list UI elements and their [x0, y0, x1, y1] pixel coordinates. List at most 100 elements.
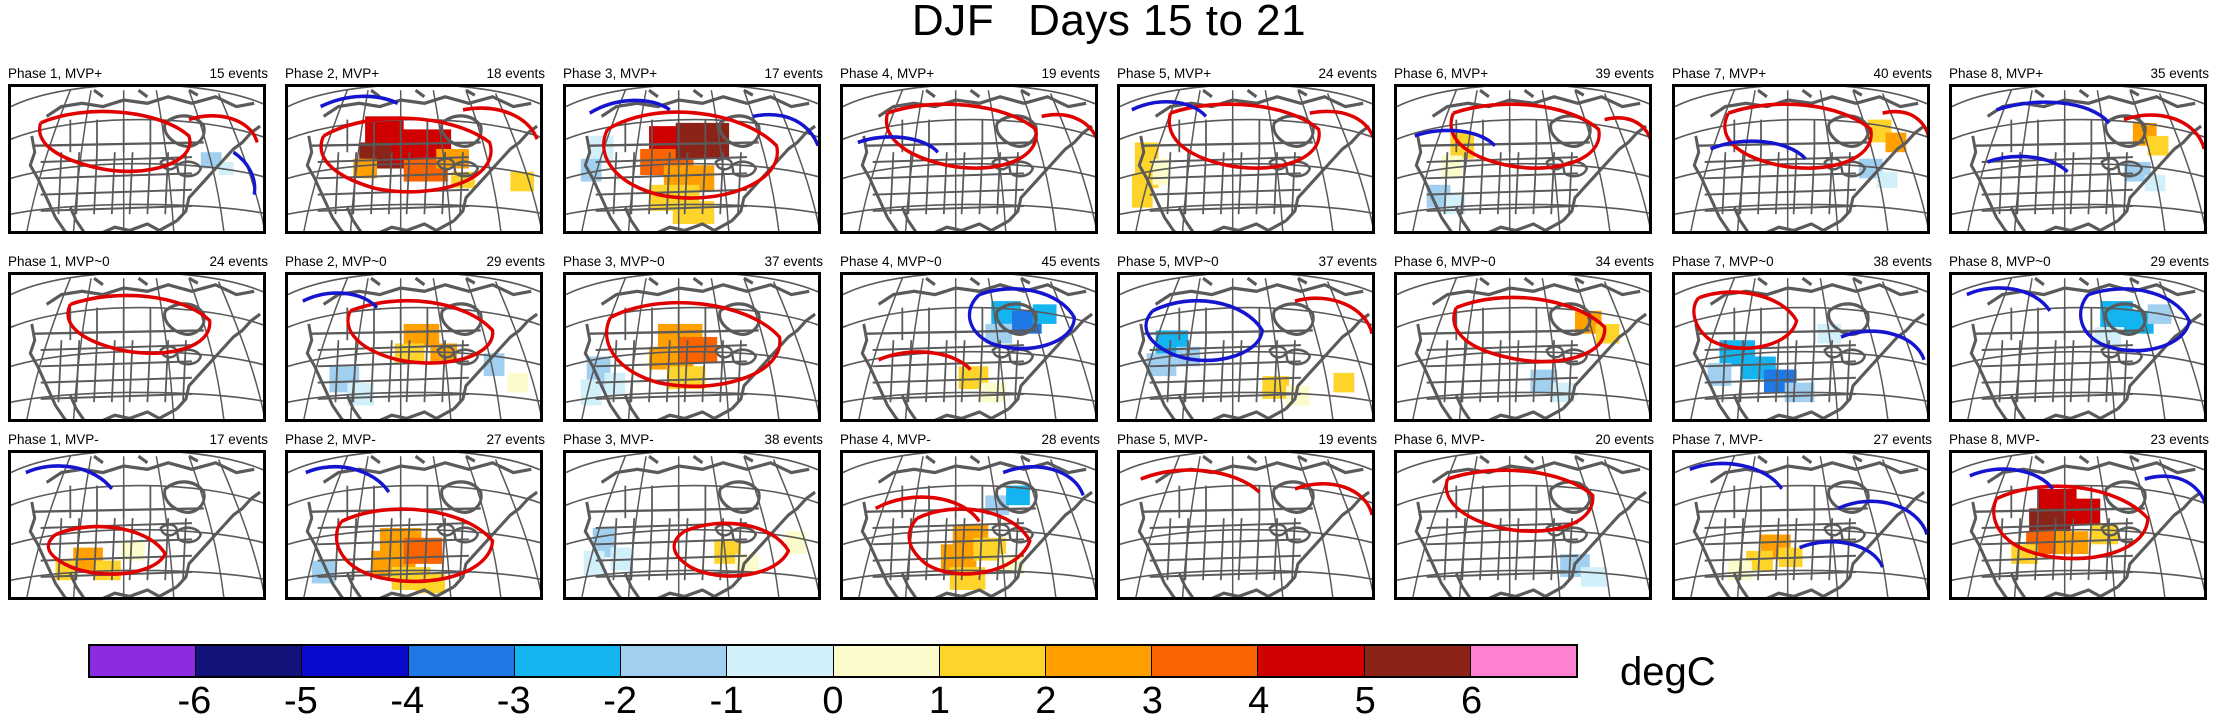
- height-anomaly-contours: [25, 464, 168, 576]
- height-anomaly-contours: [1452, 295, 1607, 364]
- map-panel[interactable]: Phase 4, MVP+ 19 events: [838, 62, 1102, 240]
- map-panel[interactable]: Phase 3, MVP- 38 events: [561, 428, 825, 606]
- map-panel[interactable]: Phase 1, MVP- 17 events: [6, 428, 270, 606]
- colorbar: -6 -5 -4 -3 -2 -1 0 1 2 3 4 5 6: [88, 644, 1578, 722]
- height-anomaly-contours: [1131, 99, 1372, 170]
- map-panel[interactable]: Phase 2, MVP+ 18 events: [283, 62, 547, 240]
- panel-header: Phase 1, MVP+ 15 events: [6, 62, 270, 84]
- map-panel[interactable]: Phase 3, MVP~0 37 events: [561, 250, 825, 428]
- panel-title: Phase 3, MVP~0: [563, 254, 665, 269]
- panel-title: Phase 2, MVP-: [285, 432, 376, 447]
- panel-row: Phase 1, MVP~0 24 events Phase 2, MVP~0 29…: [0, 250, 2218, 422]
- map-canvas[interactable]: [1672, 272, 1930, 422]
- map-canvas[interactable]: [1117, 84, 1375, 234]
- map-canvas[interactable]: [285, 450, 543, 600]
- map-canvas[interactable]: [1949, 84, 2207, 234]
- panel-header: Phase 8, MVP- 23 events: [1947, 428, 2211, 450]
- panel-event-count: 37 events: [1318, 254, 1377, 269]
- map-canvas[interactable]: [285, 84, 543, 234]
- map-panel[interactable]: Phase 8, MVP+ 35 events: [1947, 62, 2211, 240]
- map-canvas[interactable]: [1394, 272, 1652, 422]
- panel-event-count: 23 events: [2150, 432, 2209, 447]
- graticule: [566, 87, 818, 231]
- colorbar-tick: -1: [709, 680, 744, 722]
- panel-header: Phase 8, MVP~0 29 events: [1947, 250, 2211, 272]
- graticule: [1952, 87, 2204, 231]
- colorbar-swatch: [621, 646, 728, 676]
- map-canvas[interactable]: [1672, 84, 1930, 234]
- colorbar-tick: 1: [928, 680, 950, 722]
- colorbar-tick: 2: [1035, 680, 1057, 722]
- map-layers: [843, 453, 1095, 597]
- coastlines-and-borders: [1137, 88, 1370, 231]
- map-panel[interactable]: Phase 6, MVP~0 34 events: [1392, 250, 1656, 428]
- map-layers: [1952, 453, 2204, 597]
- map-panel[interactable]: Phase 2, MVP~0 29 events: [283, 250, 547, 428]
- panel-event-count: 40 events: [1873, 66, 1932, 81]
- panel-header: Phase 2, MVP+ 18 events: [283, 62, 547, 84]
- colorbar-swatch: [302, 646, 409, 676]
- map-canvas[interactable]: [1672, 450, 1930, 600]
- panel-header: Phase 4, MVP~0 45 events: [838, 250, 1102, 272]
- map-panel[interactable]: Phase 1, MVP+ 15 events: [6, 62, 270, 240]
- map-canvas[interactable]: [1949, 450, 2207, 600]
- map-canvas[interactable]: [8, 84, 266, 234]
- panel-header: Phase 7, MVP~0 38 events: [1670, 250, 1934, 272]
- map-canvas[interactable]: [1949, 272, 2207, 422]
- height-anomaly-contours: [1692, 290, 1926, 361]
- height-anomaly-contours: [1689, 461, 1927, 568]
- colorbar-swatch: [1045, 646, 1153, 676]
- map-canvas[interactable]: [840, 84, 1098, 234]
- colorbar-tick: 0: [822, 680, 844, 722]
- map-panel[interactable]: Phase 3, MVP+ 17 events: [561, 62, 825, 240]
- map-canvas[interactable]: [8, 450, 266, 600]
- map-panel[interactable]: Phase 7, MVP- 27 events: [1670, 428, 1934, 606]
- coastlines-and-borders: [1137, 276, 1370, 419]
- panel-title: Phase 6, MVP~0: [1394, 254, 1496, 269]
- colorbar-swatch: [833, 646, 940, 676]
- panel-title: Phase 8, MVP-: [1949, 432, 2040, 447]
- map-canvas[interactable]: [1394, 450, 1652, 600]
- map-panel[interactable]: Phase 8, MVP~0 29 events: [1947, 250, 2211, 428]
- map-layers: [11, 453, 263, 597]
- map-panel[interactable]: Phase 4, MVP~0 45 events: [838, 250, 1102, 428]
- map-canvas[interactable]: [563, 84, 821, 234]
- map-panel[interactable]: Phase 6, MVP+ 39 events: [1392, 62, 1656, 240]
- map-canvas[interactable]: [840, 272, 1098, 422]
- map-panel[interactable]: Phase 7, MVP~0 38 events: [1670, 250, 1934, 428]
- panel-header: Phase 7, MVP+ 40 events: [1670, 62, 1934, 84]
- height-anomaly-contours: [588, 98, 818, 200]
- map-canvas[interactable]: [8, 272, 266, 422]
- map-panel[interactable]: Phase 8, MVP- 23 events: [1947, 428, 2211, 606]
- map-panel[interactable]: Phase 2, MVP- 27 events: [283, 428, 547, 606]
- temperature-shading: [580, 122, 730, 224]
- map-layers: [1675, 275, 1927, 419]
- map-panel[interactable]: Phase 4, MVP- 28 events: [838, 428, 1102, 606]
- colorbar-tick: -6: [177, 680, 212, 722]
- map-canvas[interactable]: [1117, 450, 1375, 600]
- map-canvas[interactable]: [563, 450, 821, 600]
- panel-title: Phase 7, MVP+: [1672, 66, 1767, 81]
- panel-event-count: 19 events: [1041, 66, 1100, 81]
- map-canvas[interactable]: [840, 450, 1098, 600]
- map-panel[interactable]: Phase 5, MVP+ 24 events: [1115, 62, 1379, 240]
- map-canvas[interactable]: [563, 272, 821, 422]
- panel-header: Phase 5, MVP- 19 events: [1115, 428, 1379, 450]
- title-season: DJF: [911, 0, 995, 45]
- panel-event-count: 27 events: [1873, 432, 1932, 447]
- map-panel[interactable]: Phase 7, MVP+ 40 events: [1670, 62, 1934, 240]
- panel-event-count: 45 events: [1041, 254, 1100, 269]
- panel-header: Phase 2, MVP~0 29 events: [283, 250, 547, 272]
- map-panel[interactable]: Phase 6, MVP- 20 events: [1392, 428, 1656, 606]
- map-panel[interactable]: Phase 1, MVP~0 24 events: [6, 250, 270, 428]
- map-canvas[interactable]: [1394, 84, 1652, 234]
- panel-title: Phase 1, MVP~0: [8, 254, 110, 269]
- map-layers: [1397, 453, 1649, 597]
- map-panel[interactable]: Phase 5, MVP~0 37 events: [1115, 250, 1379, 428]
- map-panel[interactable]: Phase 5, MVP- 19 events: [1115, 428, 1379, 606]
- map-canvas[interactable]: [1117, 272, 1375, 422]
- map-canvas[interactable]: [285, 272, 543, 422]
- height-anomaly-contours: [66, 293, 212, 356]
- colorbar-swatch: [196, 646, 303, 676]
- graticule: [843, 453, 1095, 597]
